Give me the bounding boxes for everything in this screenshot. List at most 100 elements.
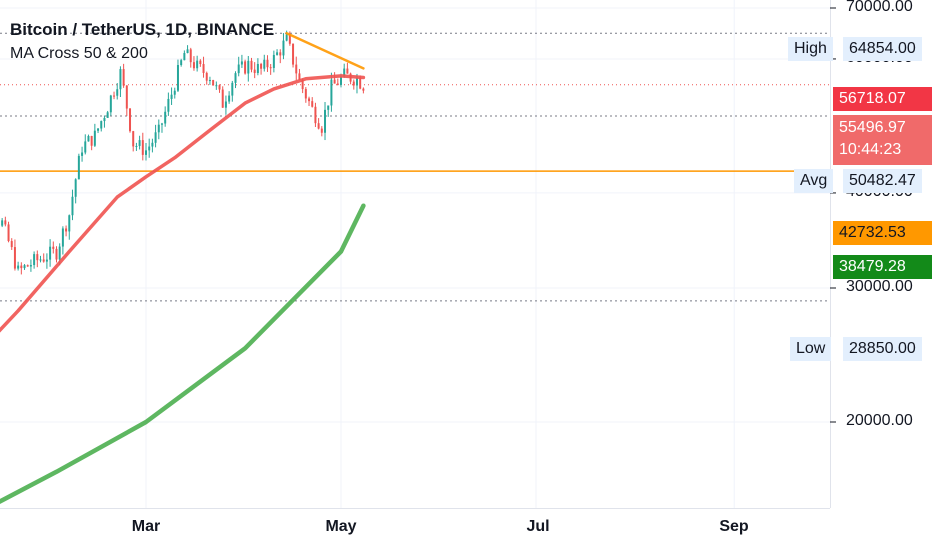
price-tick-label: 20000.00 xyxy=(846,412,913,429)
candle-body xyxy=(263,59,266,69)
candle-body xyxy=(237,64,240,74)
candle-body xyxy=(23,265,26,269)
candle-body xyxy=(61,228,64,247)
candle-body xyxy=(298,73,301,80)
candle-body xyxy=(340,76,342,85)
candle-body xyxy=(49,246,52,260)
candle-body xyxy=(145,150,147,155)
candle-body xyxy=(90,135,93,146)
candle-body xyxy=(362,88,365,91)
candle-body xyxy=(129,108,132,132)
candle-body xyxy=(113,95,116,97)
candle-body xyxy=(196,60,199,69)
candle-body xyxy=(36,254,39,261)
candle-body xyxy=(301,79,304,90)
candle-body xyxy=(346,68,349,74)
low-value-tag: 28850.00 xyxy=(843,337,922,361)
indicator-title[interactable]: MA Cross 50 & 200 xyxy=(10,45,148,62)
time-label-jul: Jul xyxy=(526,518,550,535)
symbol-title[interactable]: Bitcoin / TetherUS, 1D, BINANCE xyxy=(10,20,275,39)
trendline xyxy=(285,31,365,70)
candle-body xyxy=(256,63,259,73)
candle-body xyxy=(285,34,288,41)
candle-body xyxy=(1,220,4,226)
candle-body xyxy=(176,65,179,91)
candle-body xyxy=(288,34,291,44)
candle-body xyxy=(173,90,176,95)
ma50-line xyxy=(0,74,366,333)
countdown-timer: 10:44:23 xyxy=(839,141,902,158)
candle-body xyxy=(183,53,186,61)
candle-body xyxy=(71,196,74,216)
time-label-mar: Mar xyxy=(131,518,161,535)
candle-body xyxy=(148,146,151,151)
candle-body xyxy=(260,63,263,69)
candle-body xyxy=(81,152,84,156)
candle-body xyxy=(205,72,208,81)
last-price-tag: 55496.97 10:44:23 xyxy=(833,115,932,165)
avg-value-tag: 50482.47 xyxy=(843,169,922,193)
candle-body xyxy=(244,61,247,74)
candle-body xyxy=(308,98,311,102)
last-price-value: 55496.97 xyxy=(839,119,906,136)
candle-body xyxy=(160,123,163,125)
candle-body xyxy=(352,81,355,86)
price-tick-label: 30000.00 xyxy=(846,278,913,295)
ma200-line xyxy=(0,203,366,504)
candle-body xyxy=(68,215,71,232)
candle-body xyxy=(333,79,336,84)
candle-body xyxy=(327,105,330,110)
candle-body xyxy=(170,94,173,99)
candle-body xyxy=(74,179,77,197)
candle-body xyxy=(109,95,112,113)
candle-body xyxy=(234,73,237,83)
candle-body xyxy=(250,60,253,70)
avg-label-tag: Avg xyxy=(794,169,834,193)
candle-body xyxy=(189,49,192,63)
candle-body xyxy=(247,60,250,74)
candle-body xyxy=(355,78,358,86)
candle-body xyxy=(192,62,195,69)
candle-body xyxy=(164,111,167,124)
candle-body xyxy=(138,140,141,146)
candle-body xyxy=(26,265,29,267)
candle-body xyxy=(202,64,205,73)
low-label-tag: Low xyxy=(790,337,832,361)
time-label-may: May xyxy=(325,518,357,535)
candle-body xyxy=(119,69,122,90)
candle-body xyxy=(212,80,215,86)
candle-body xyxy=(359,78,362,89)
candle-body xyxy=(240,61,243,65)
candle-body xyxy=(208,80,211,82)
candle-body xyxy=(276,52,279,55)
candle-body xyxy=(33,254,36,266)
candle-body xyxy=(20,265,23,269)
candle-body xyxy=(336,83,339,85)
candle-body xyxy=(215,85,218,87)
candle-body xyxy=(97,128,100,131)
candle-body xyxy=(167,98,170,112)
price-tick-label: 70000.00 xyxy=(846,0,913,15)
candle-body xyxy=(55,248,58,260)
candle-body xyxy=(231,82,234,96)
candle-body xyxy=(279,52,282,56)
candle-body xyxy=(282,40,285,56)
support-price-tag: 42732.53 xyxy=(833,221,932,245)
candle-body xyxy=(65,228,68,232)
candle-body xyxy=(218,85,221,90)
high-label-tag: High xyxy=(788,37,833,61)
candle-body xyxy=(272,54,275,68)
candle-body xyxy=(93,130,96,146)
ma200-price-tag: 38479.28 xyxy=(833,255,932,279)
candle-body xyxy=(311,101,314,107)
candle-body xyxy=(224,101,227,108)
high-value-tag: 64854.00 xyxy=(843,37,922,61)
candle-body xyxy=(330,79,333,106)
candle-body xyxy=(151,142,154,147)
candle-body xyxy=(116,89,119,96)
candle-body xyxy=(10,241,13,248)
candle-body xyxy=(317,123,320,129)
candle-body xyxy=(292,43,295,65)
